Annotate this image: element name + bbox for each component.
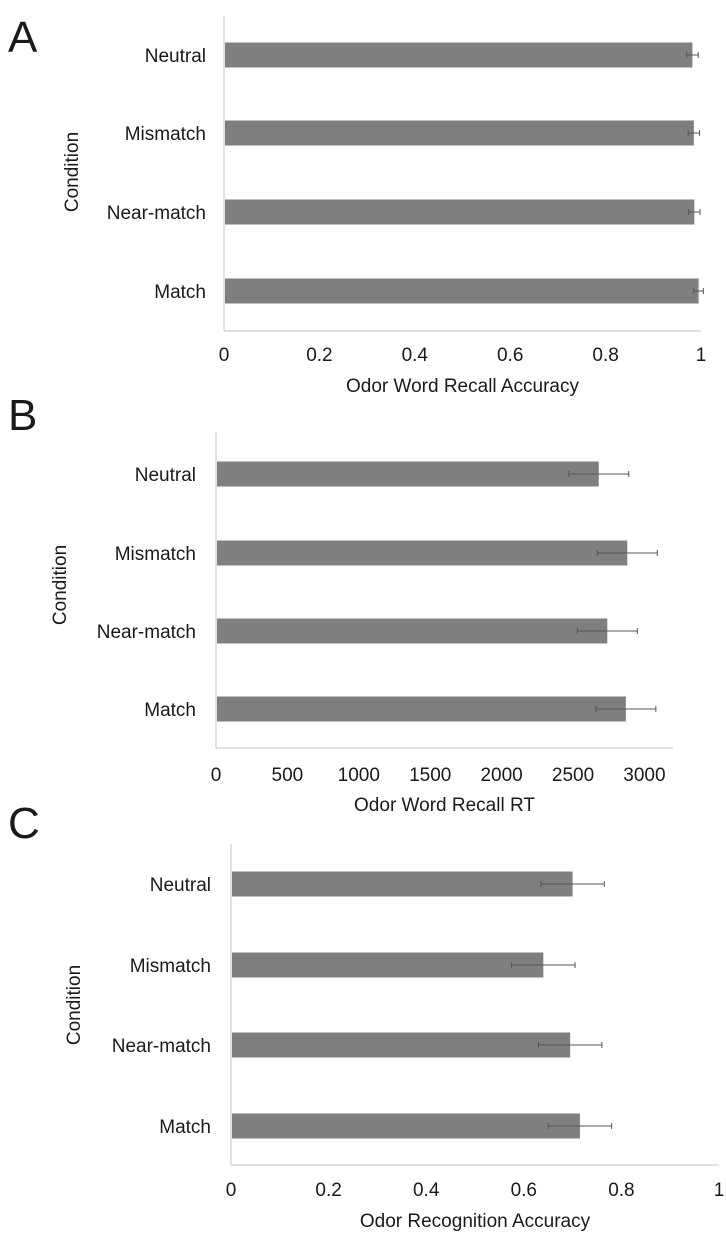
panel-label: A <box>8 13 38 62</box>
x-tick-label: 0 <box>211 765 222 786</box>
x-tick-label: 0.8 <box>608 1180 634 1201</box>
x-tick-label: 1 <box>714 1180 725 1201</box>
error-bar-neutral <box>540 881 605 887</box>
y-axis-title: Condition <box>64 965 85 1045</box>
category-label: Near-match <box>107 203 206 224</box>
x-tick-label: 2500 <box>552 765 594 786</box>
panel-label: C <box>8 799 40 848</box>
x-axis-title: Odor Recognition Accuracy <box>360 1211 591 1232</box>
bar-near-match <box>217 618 608 644</box>
category-label: Neutral <box>145 46 206 67</box>
error-bar-near-match <box>576 628 638 634</box>
x-axis-title: Odor Word Recall RT <box>354 795 535 816</box>
error-bar-neutral <box>568 471 630 477</box>
category-label: Match <box>144 700 196 721</box>
error-bar-mismatch <box>687 130 701 136</box>
bar-match <box>225 278 699 304</box>
bar-match <box>217 696 626 722</box>
category-label: Mismatch <box>115 544 196 565</box>
error-bar-match <box>595 706 657 712</box>
error-bar-match <box>693 288 704 294</box>
x-tick-label: 0.4 <box>402 345 429 366</box>
bar-neutral <box>225 42 693 68</box>
error-bar-mismatch <box>511 962 576 968</box>
panel-c: C Neutral Mismatch Near-match Match 0 0.2 0.4 0.… <box>8 799 724 1232</box>
y-axis-title: Condition <box>62 132 83 212</box>
error-bar-mismatch <box>596 550 658 556</box>
x-tick-label: 0 <box>226 1180 237 1201</box>
error-bar-near-match <box>537 1042 603 1048</box>
category-label: Match <box>154 282 206 303</box>
error-bar-match <box>547 1123 613 1129</box>
bar-match <box>232 1113 580 1139</box>
x-tick-label: 0.6 <box>497 345 523 366</box>
x-tick-label: 1 <box>696 345 707 366</box>
x-tick-label: 500 <box>272 765 304 786</box>
bar-mismatch <box>225 120 694 146</box>
x-tick-label: 1000 <box>338 765 380 786</box>
error-bar-near-match <box>688 209 701 215</box>
x-tick-label: 2000 <box>480 765 522 786</box>
x-tick-label: 0.2 <box>306 345 332 366</box>
bar-near-match <box>225 199 695 225</box>
x-tick-label: 1500 <box>409 765 451 786</box>
panel-label: B <box>8 391 37 440</box>
bar-mismatch <box>232 952 544 978</box>
panel-b: B Neutral Mismatch Near-match Match 0 500 1000 1… <box>8 391 673 816</box>
bar-near-match <box>232 1032 571 1058</box>
x-tick-label: 3000 <box>623 765 665 786</box>
bar-neutral <box>217 461 599 487</box>
x-tick-label: 0.2 <box>315 1180 341 1201</box>
bar-neutral <box>232 871 573 897</box>
category-label: Near-match <box>112 1036 211 1057</box>
y-axis-title: Condition <box>50 545 71 625</box>
category-label: Match <box>159 1117 211 1138</box>
panel-a: A Neutral Mismatch Near-match Match 0 0.2 0.4 0.… <box>8 13 706 397</box>
category-label: Neutral <box>135 465 196 486</box>
category-label: Mismatch <box>125 124 206 145</box>
x-tick-label: 0.4 <box>413 1180 440 1201</box>
x-tick-label: 0 <box>219 345 230 366</box>
category-label: Near-match <box>97 622 196 643</box>
category-label: Neutral <box>150 875 211 896</box>
x-tick-label: 0.8 <box>592 345 618 366</box>
category-label: Mismatch <box>130 956 211 977</box>
x-axis-title: Odor Word Recall Accuracy <box>346 376 580 397</box>
bar-mismatch <box>217 540 628 566</box>
error-bar-neutral <box>686 52 699 58</box>
x-tick-label: 0.6 <box>511 1180 537 1201</box>
